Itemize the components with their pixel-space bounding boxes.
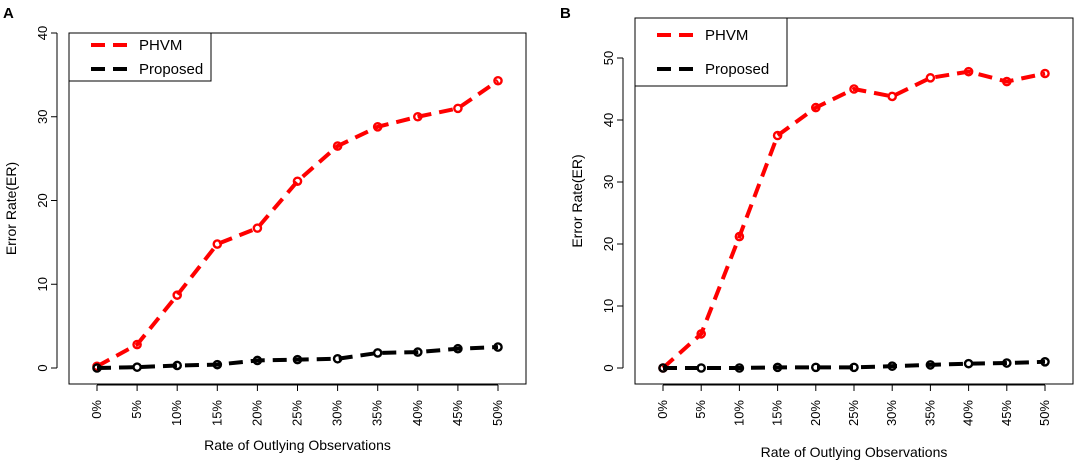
y-tick-label: 20 <box>35 193 50 207</box>
y-tick-label: 50 <box>601 51 616 65</box>
data-point-phvm <box>696 329 706 339</box>
x-tick-label: 10% <box>169 400 184 426</box>
data-point-proposed <box>252 355 263 366</box>
data-point-phvm <box>734 231 745 242</box>
data-point-phvm <box>887 91 898 102</box>
data-point-proposed <box>172 360 182 371</box>
x-tick-label: 0% <box>89 400 104 419</box>
x-tick-label: 10% <box>731 400 746 426</box>
plot-frame <box>634 17 1074 385</box>
y-axis-title: Error Rate(ER) <box>3 162 19 255</box>
x-tick-label: 15% <box>770 400 785 426</box>
y-tick-label: 40 <box>35 26 50 40</box>
data-point-proposed <box>92 363 102 373</box>
x-tick-label: 45% <box>450 400 465 426</box>
x-tick-label: 25% <box>846 400 861 426</box>
data-point-proposed <box>772 362 783 373</box>
x-tick-label: 35% <box>370 400 385 426</box>
x-tick-label: 25% <box>290 400 305 426</box>
legend: PHVM Proposed <box>634 17 788 87</box>
data-point-phvm <box>172 290 182 300</box>
y-tick-label: 20 <box>601 237 616 251</box>
chart-b-svg: B 0 10 20 30 40 50 0% 5% 10% 15% 20% 25% 30% 35% 40% 45%… <box>560 5 1074 460</box>
panel-label: B <box>560 5 571 22</box>
data-point-phvm <box>372 122 383 132</box>
x-tick-label: 20% <box>249 400 264 426</box>
x-tick-label: 50% <box>490 400 505 426</box>
legend-box <box>68 32 212 82</box>
data-point-proposed <box>925 360 936 370</box>
data-point-proposed <box>849 362 859 373</box>
data-point-phvm <box>132 339 142 350</box>
data-point-phvm <box>1040 68 1050 79</box>
x-tick-label: 40% <box>961 400 976 426</box>
series-line-phvm <box>661 69 1046 370</box>
data-point-proposed <box>1001 358 1012 368</box>
legend: PHVM Proposed <box>68 32 212 82</box>
plot-frame <box>68 32 527 385</box>
data-point-phvm <box>412 111 423 122</box>
data-point-proposed <box>212 359 223 370</box>
y-tick-label: 40 <box>601 113 616 127</box>
data-point-phvm <box>332 141 343 151</box>
data-point-phvm <box>1001 76 1012 87</box>
data-point-proposed <box>372 348 383 358</box>
chart-a-svg: A 0 10 20 30 40 0% 5% 10% 15% 20% 25% 30% 35% 40% 45% 50… <box>3 5 527 453</box>
y-tick-label: 10 <box>601 299 616 313</box>
data-point-proposed <box>658 363 668 373</box>
data-point-proposed <box>734 363 745 373</box>
data-point-proposed <box>453 343 463 354</box>
x-tick-label: 35% <box>922 400 937 426</box>
data-point-phvm <box>849 84 859 94</box>
x-tick-label: 45% <box>999 400 1014 426</box>
data-point-phvm <box>810 102 821 113</box>
data-point-phvm <box>963 66 974 77</box>
data-point-proposed <box>1040 356 1050 367</box>
x-tick-label: 20% <box>808 400 823 426</box>
series-line-proposed <box>663 359 1046 370</box>
legend-label-phvm: PHVM <box>705 27 748 44</box>
chart-panel-a: A 0 10 20 30 40 0% 5% 10% 15% 20% 25% 30% 35% 40% 45% 50… <box>0 0 542 464</box>
legend-label-proposed: Proposed <box>705 61 769 78</box>
data-point-phvm <box>925 73 936 83</box>
data-point-proposed <box>332 353 343 364</box>
data-point-phvm <box>212 239 223 249</box>
chart-panel-b: B 0 10 20 30 40 50 0% 5% 10% 15% 20% 25% 30% 35% 40% 45%… <box>542 0 1084 464</box>
x-axis-title: Rate of Outlying Observations <box>761 444 948 460</box>
x-tick-label: 30% <box>884 400 899 426</box>
series-line-phvm <box>96 79 500 369</box>
series-line-proposed <box>96 345 499 370</box>
data-point-proposed <box>292 354 303 365</box>
data-point-proposed <box>696 363 706 373</box>
y-tick-label: 30 <box>601 175 616 189</box>
data-point-proposed <box>810 362 821 373</box>
x-tick-label: 30% <box>330 400 345 426</box>
data-point-proposed <box>412 347 423 357</box>
x-tick-label: 0% <box>655 400 670 419</box>
y-tick-label: 10 <box>35 277 50 291</box>
x-tick-label: 50% <box>1037 400 1052 426</box>
x-axis-title: Rate of Outlying Observations <box>204 437 391 453</box>
x-tick-label: 40% <box>410 400 425 426</box>
legend-label-phvm: PHVM <box>139 37 182 54</box>
data-point-proposed <box>887 361 898 371</box>
y-tick-label: 0 <box>601 364 616 371</box>
panel-label: A <box>3 5 14 22</box>
y-tick-label: 0 <box>35 364 50 371</box>
data-point-proposed <box>493 342 503 352</box>
y-tick-label: 30 <box>35 110 50 124</box>
data-point-phvm <box>453 103 463 114</box>
y-axis-title: Error Rate(ER) <box>569 154 585 247</box>
data-point-phvm <box>493 75 503 86</box>
data-point-phvm <box>772 130 783 141</box>
data-point-phvm <box>252 223 263 233</box>
x-tick-label: 5% <box>129 400 144 419</box>
data-point-phvm <box>292 176 303 187</box>
data-point-proposed <box>132 362 142 372</box>
x-tick-label: 5% <box>693 400 708 419</box>
legend-label-proposed: Proposed <box>139 61 203 78</box>
x-tick-label: 15% <box>209 400 224 426</box>
legend-box <box>634 17 788 87</box>
data-point-proposed <box>963 358 974 369</box>
